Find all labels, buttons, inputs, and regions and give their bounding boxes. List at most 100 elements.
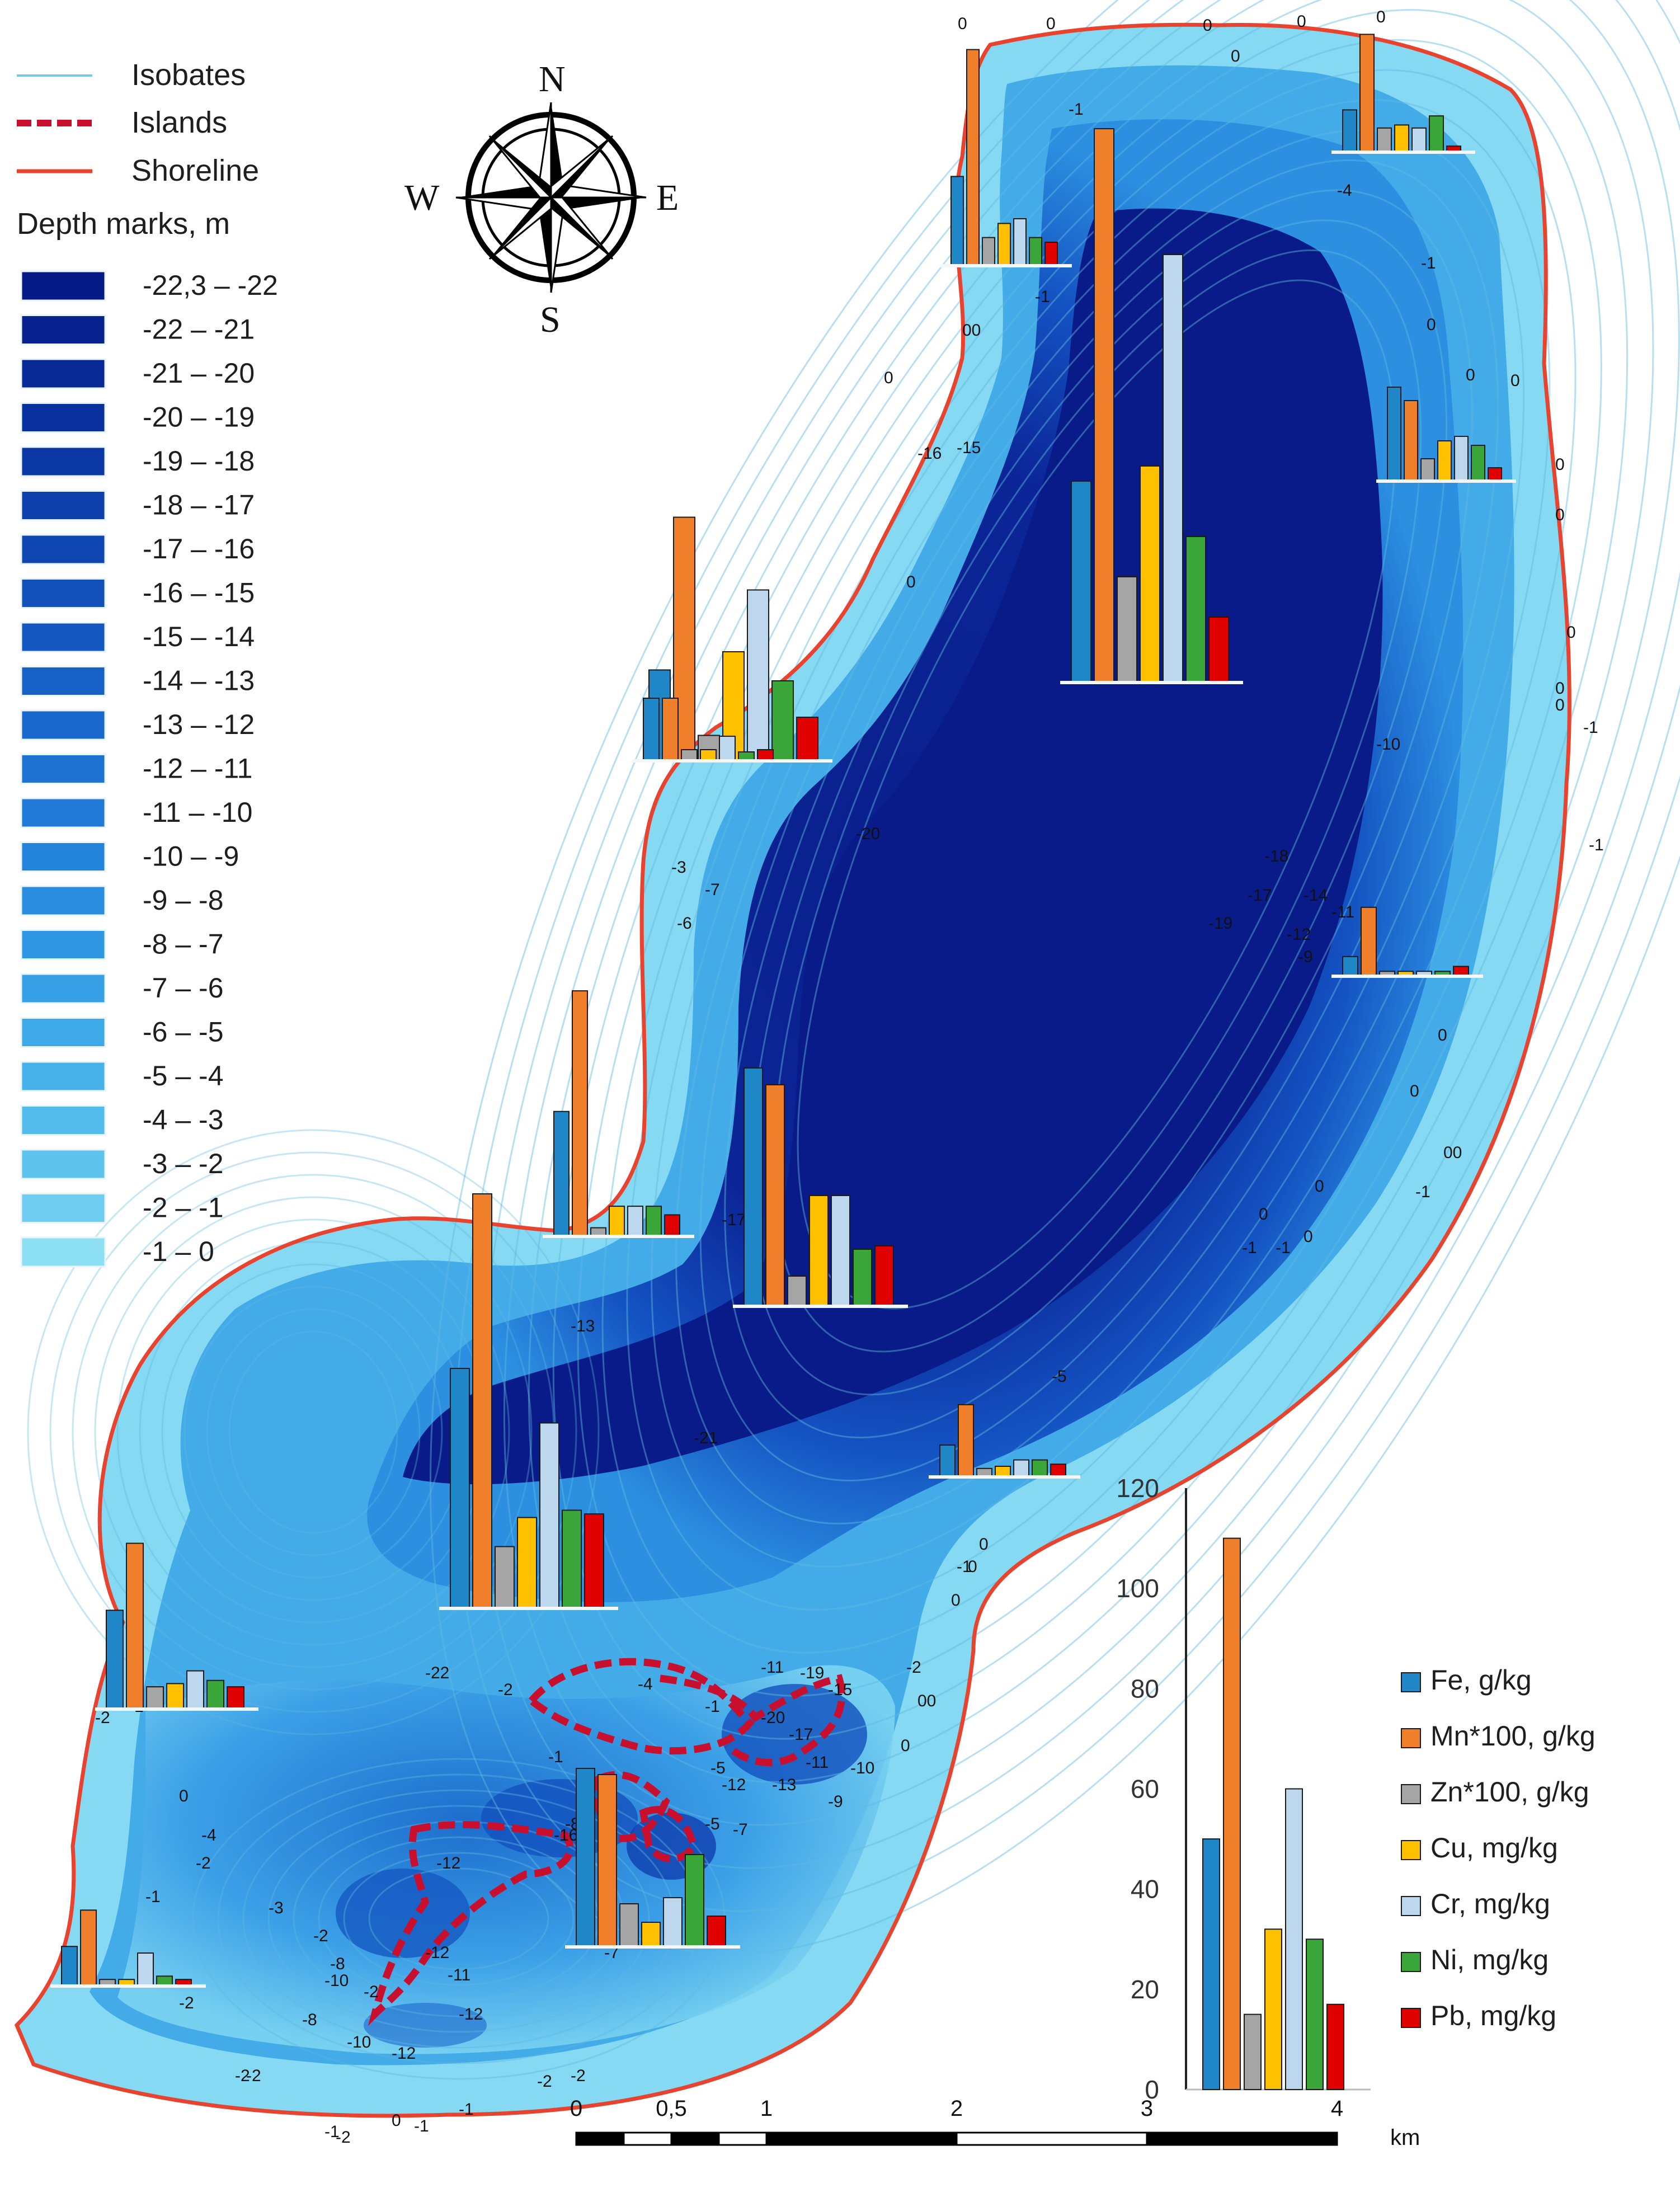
depth-label: 0 — [1510, 371, 1520, 390]
site-bar-charts — [50, 34, 1516, 1988]
isobath-line — [528, 0, 1680, 1783]
site-bar-pb — [1488, 467, 1502, 482]
legend-swatch-ni — [1401, 1952, 1421, 1972]
site-bar-fe — [576, 1768, 595, 1947]
depth-label: -11 — [761, 1658, 784, 1677]
depth-class-swatch — [20, 270, 106, 302]
site-bar-ni — [1029, 237, 1042, 267]
depth-label: 0 — [1259, 1205, 1268, 1224]
site-chart — [1331, 906, 1483, 978]
depth-label: 0 — [951, 1591, 961, 1610]
depth-class-swatch — [20, 709, 106, 741]
depth-label: -13 — [571, 1317, 595, 1335]
lake-southern-basin — [117, 1665, 895, 2054]
depth-label: -2 — [235, 2067, 250, 2085]
site-bar-fe — [950, 176, 964, 266]
isobath-line — [773, 249, 1422, 1353]
depth-label: 0 — [1046, 15, 1056, 33]
scale-unit: km — [1390, 2125, 1420, 2150]
depth-class-swatch — [20, 358, 106, 389]
ref-chart-legend: Fe, g/kg Mn*100, g/kg Zn*100, g/kg Cu, mg/k… — [1401, 1664, 1596, 2031]
depth-label: -2 — [196, 1854, 211, 1872]
legend-label-fe: Fe, g/kg — [1430, 1664, 1532, 1696]
isobath-line — [228, 1330, 398, 1534]
site-bar-fe — [1387, 387, 1401, 482]
site-bar-zn — [982, 237, 995, 267]
depth-label: -11 — [1331, 903, 1354, 921]
site-bar-pb — [227, 1686, 244, 1710]
depth-class-label: -18 – -17 — [143, 490, 255, 521]
depth-label: 0 — [1566, 623, 1576, 642]
depth-label: -12 — [722, 1776, 746, 1794]
site-bar-ni — [1032, 1459, 1048, 1478]
depth-label: -1 — [1069, 100, 1084, 119]
depth-label: 0 — [1466, 366, 1475, 384]
site-bar-fe — [643, 698, 660, 761]
depth-label: -1 — [1589, 836, 1604, 854]
depth-label: 0 — [979, 1535, 989, 1554]
depth-label: 0 — [1315, 1177, 1324, 1196]
site-bar-ni — [646, 1206, 662, 1237]
southern-deep-pocket — [336, 1869, 470, 1958]
site-bar-cu — [997, 223, 1011, 266]
depth-label: 0 — [906, 573, 916, 591]
compass-star — [455, 102, 647, 293]
isobath-line — [368, 1867, 549, 1970]
depth-label: -13 — [772, 1776, 796, 1794]
site-bar-cu — [166, 1683, 184, 1710]
site-bar-ni — [206, 1679, 224, 1710]
depth-label: -9 — [828, 1792, 843, 1811]
site-bar-cu — [1140, 465, 1160, 683]
site-bar-cr — [137, 1952, 154, 1987]
site-bar-mn — [597, 1774, 617, 1947]
depth-label: 0 — [1303, 1227, 1313, 1246]
site-bar-mn — [80, 1909, 97, 1987]
depth-class-list: -22,3 – -22 -22 – -21 -21 – -20 -20 – -19 -1… — [20, 270, 278, 1268]
site-chart — [50, 1909, 206, 1988]
depth-label: -1 — [459, 2100, 474, 2119]
site-bar-mn — [126, 1542, 144, 1710]
site-bar-cr — [1454, 436, 1469, 482]
scale-segment — [956, 2131, 1148, 2146]
depth-class-swatch — [20, 1149, 106, 1180]
isobath-line — [748, 219, 1448, 1396]
depth-label: -10 — [850, 1759, 874, 1777]
depth-label: -15 — [957, 439, 981, 457]
site-bar-ni — [1429, 115, 1444, 153]
depth-class-swatch — [20, 446, 106, 477]
depth-class-swatch — [20, 1017, 106, 1048]
depth-label: -5 — [710, 1759, 726, 1777]
depth-label: -3 — [671, 858, 686, 877]
islands — [368, 1658, 845, 2026]
site-bar-cr — [831, 1195, 850, 1307]
depth-label: -8 — [330, 1955, 345, 1973]
scale-bar: 0 0,5 1 2 3 4 km — [570, 2096, 1420, 2150]
depth-label: 0 — [1555, 506, 1565, 524]
depth-label: -4 — [638, 1675, 653, 1693]
compass-w: W — [404, 177, 440, 218]
isobath-line — [49, 1151, 577, 1713]
depth-label: -6 — [677, 914, 692, 933]
islands-label: Islands — [131, 106, 227, 139]
site-bar-cr — [663, 1897, 683, 1947]
legend-swatch-cu — [1401, 1840, 1421, 1860]
site-bar-ni — [1471, 445, 1485, 482]
depth-label: -12 — [459, 2005, 483, 2024]
depth-label: 0 — [1555, 696, 1565, 714]
isobath-line — [699, 159, 1499, 1481]
site-bar-mn — [472, 1193, 492, 1609]
site-bar-mn — [765, 1084, 785, 1307]
depth-label: 0 — [958, 15, 967, 33]
site-bar-mn — [662, 698, 679, 761]
depth-label: 0 — [1203, 16, 1212, 35]
depth-label: -1 — [1035, 288, 1050, 306]
depth-class-swatch — [20, 841, 106, 872]
depth-label: 0 — [1555, 455, 1565, 474]
depth-label: -10 — [347, 2033, 371, 2051]
site-bar-zn — [1377, 127, 1392, 153]
depth-label: -5 — [705, 1815, 720, 1833]
y-tick-label: 40 — [1131, 1875, 1159, 1904]
depth-class-label: -14 – -13 — [143, 665, 255, 697]
y-tick-label: 60 — [1131, 1775, 1159, 1804]
island-outline — [660, 1674, 845, 1766]
